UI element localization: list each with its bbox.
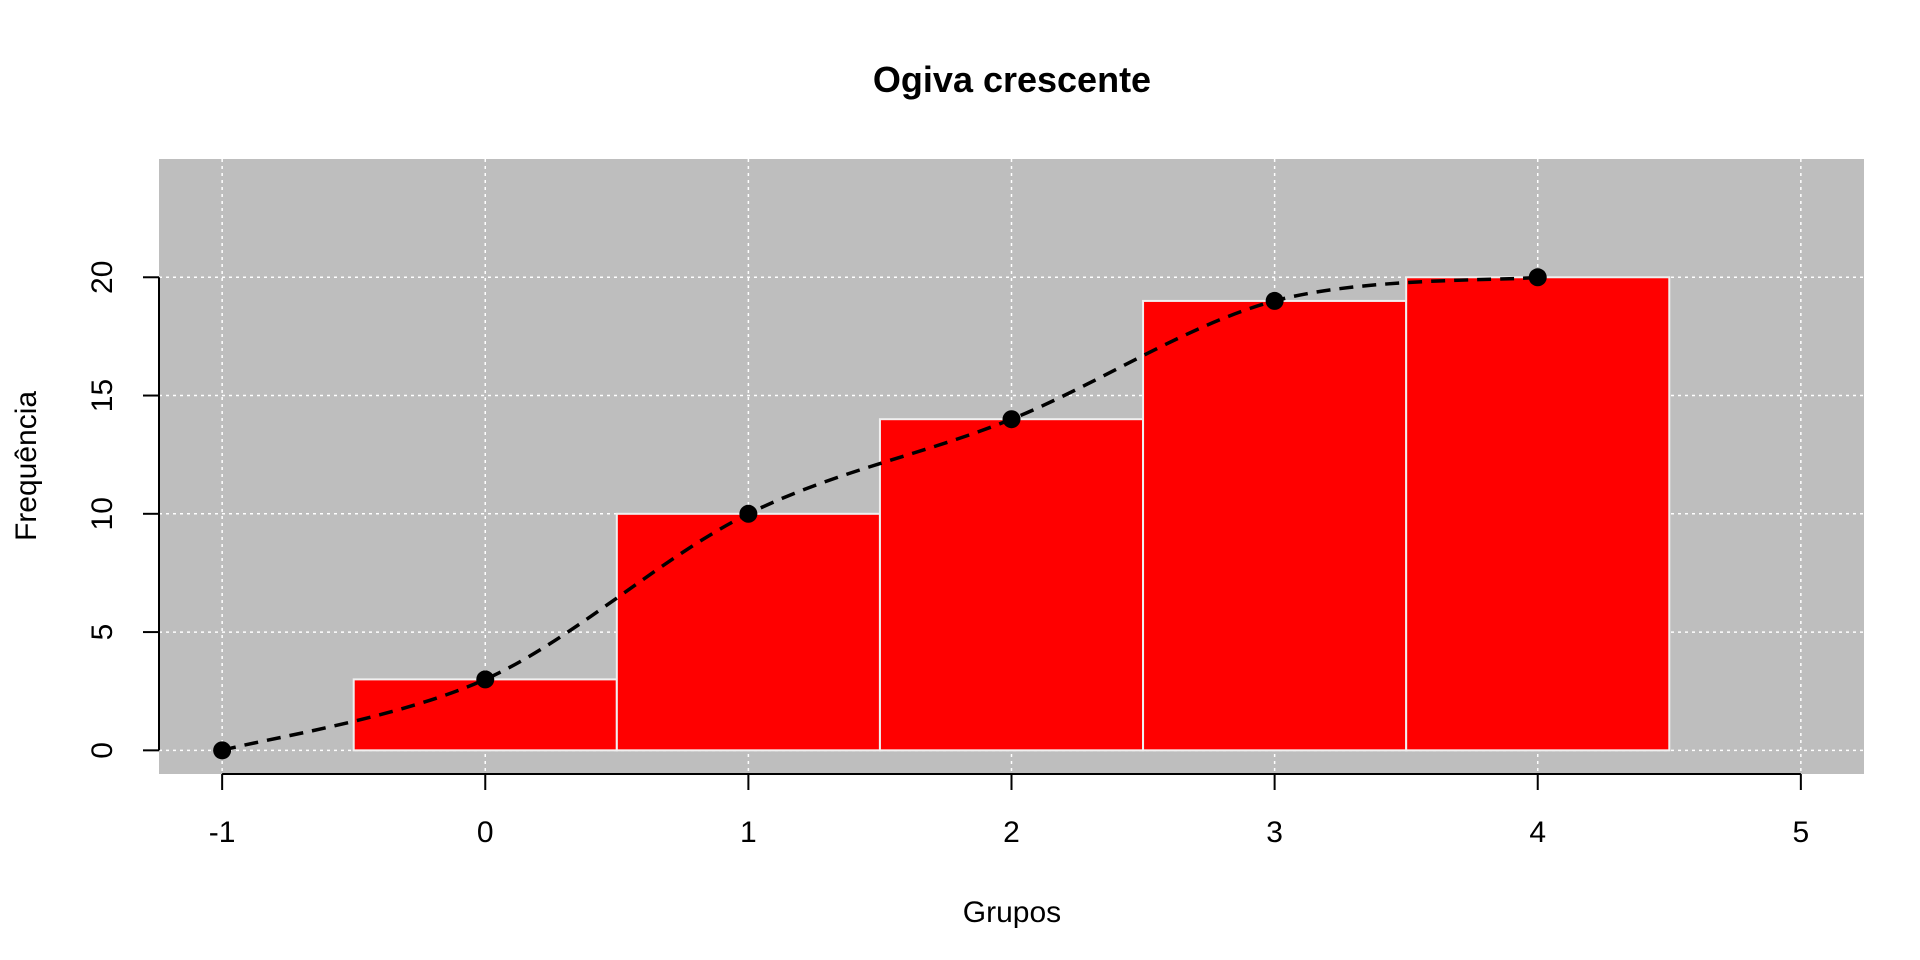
bars bbox=[352, 276, 1671, 752]
ogive-point-3 bbox=[1265, 291, 1284, 310]
y-axis-label: Frequência bbox=[10, 391, 43, 541]
y-tick-label: 15 bbox=[86, 379, 119, 412]
y-tick-label: 0 bbox=[86, 742, 119, 759]
ogive-point-2 bbox=[1002, 410, 1021, 429]
ogive-point-4 bbox=[1528, 268, 1547, 287]
bar-4 bbox=[1405, 276, 1671, 752]
x-tick-label: 0 bbox=[477, 816, 494, 849]
y-tick-label: 10 bbox=[86, 497, 119, 530]
bar-2 bbox=[878, 418, 1145, 752]
y-tick-label: 5 bbox=[86, 624, 119, 641]
ogive-point-1 bbox=[739, 504, 758, 523]
bar-0 bbox=[352, 678, 618, 752]
x-tick-label: 4 bbox=[1529, 816, 1546, 849]
ogive-points bbox=[213, 268, 1547, 760]
tick-labels: -1 0 1 2 3 4 5 0 5 10 15 20 bbox=[86, 261, 1809, 849]
x-tick-label: 1 bbox=[740, 816, 757, 849]
ogive-line bbox=[221, 275, 1538, 753]
x-tick-label: 5 bbox=[1793, 816, 1810, 849]
x-tick-label: 2 bbox=[1003, 816, 1020, 849]
bar-3 bbox=[1142, 299, 1408, 752]
x-axis-label: Grupos bbox=[963, 896, 1061, 929]
bar-1 bbox=[615, 512, 881, 752]
axes bbox=[143, 276, 1802, 790]
ogive-point--1 bbox=[213, 741, 232, 760]
x-tick-label: 3 bbox=[1266, 816, 1283, 849]
x-tick-label: -1 bbox=[209, 816, 236, 849]
chart-title: Ogiva crescente bbox=[873, 59, 1151, 100]
y-tick-label: 20 bbox=[86, 261, 119, 294]
ogive-point-0 bbox=[476, 670, 495, 689]
